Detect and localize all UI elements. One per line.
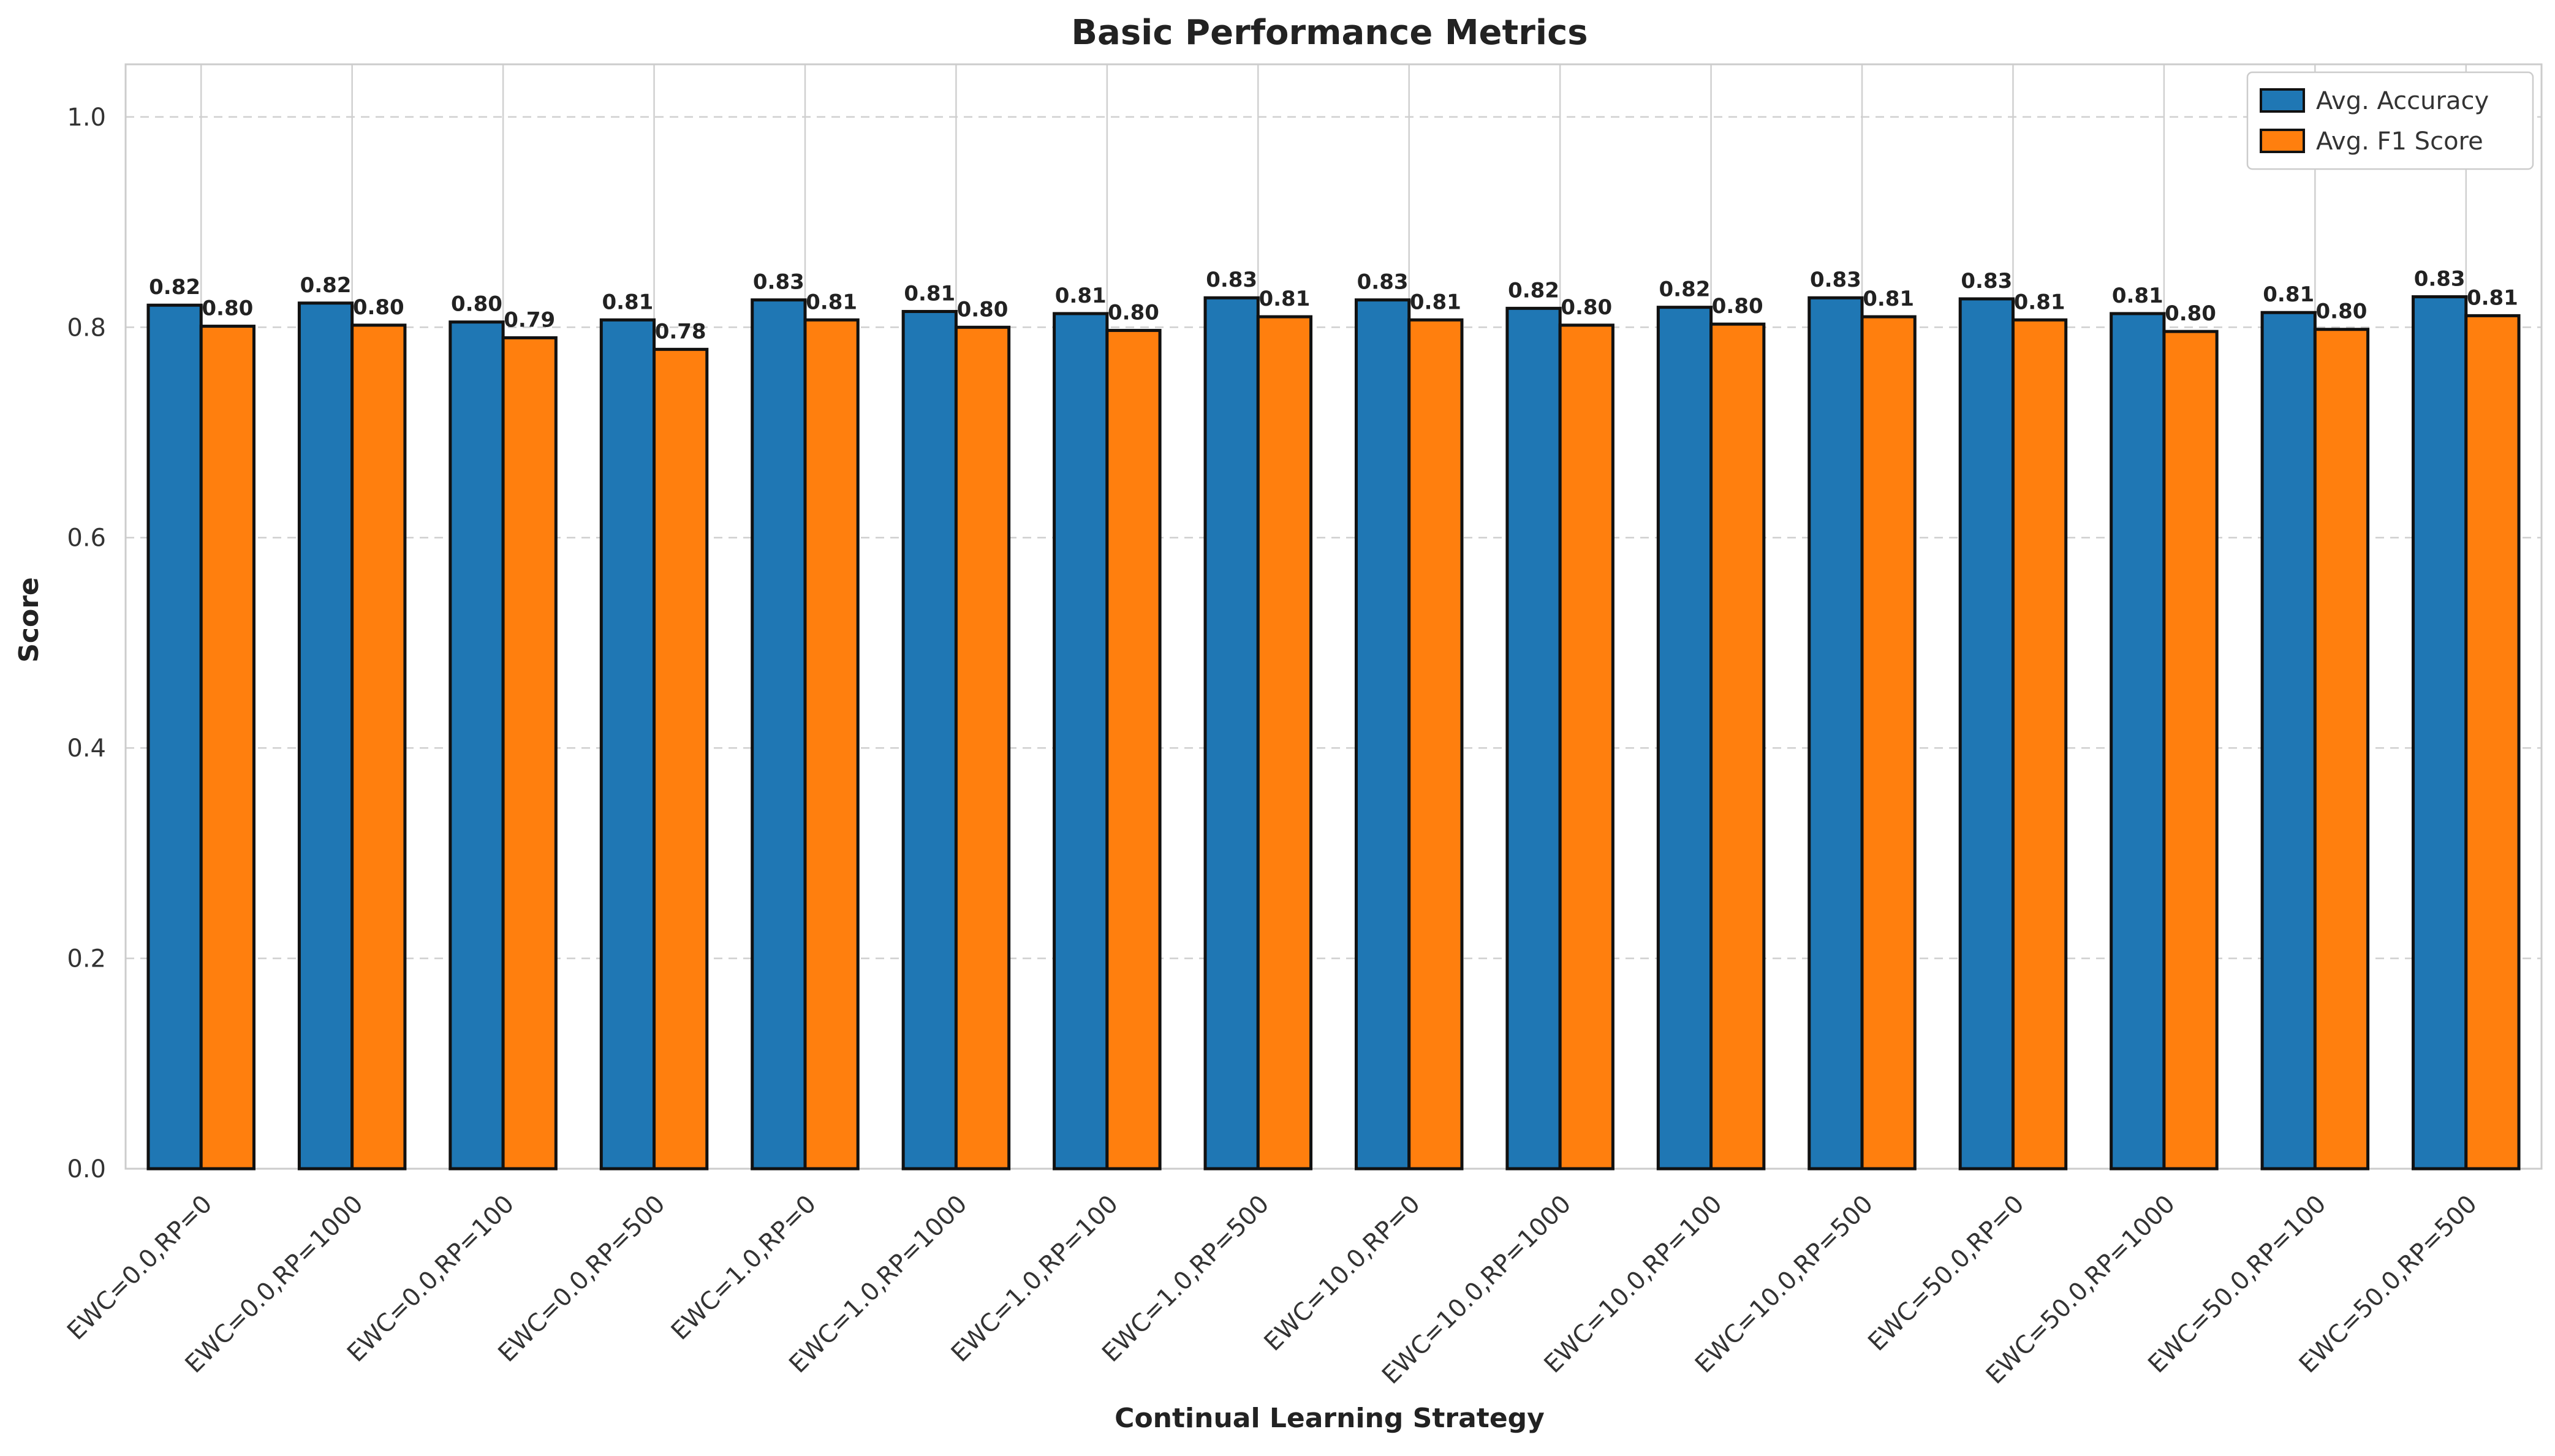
y-axis-label: Score (13, 577, 45, 663)
legend-swatch (2260, 129, 2305, 153)
y-tick-label: 0.6 (67, 524, 106, 553)
bar-value-label: 0.83 (1810, 268, 1861, 292)
bar-f1-score (2011, 318, 2068, 1171)
bar-value-label: 0.80 (1108, 300, 1159, 325)
y-tick-label: 0.8 (67, 314, 106, 342)
bar-value-label: 0.81 (1410, 290, 1461, 314)
bar-value-label: 0.80 (2165, 301, 2216, 326)
y-tick-label: 0.4 (67, 734, 106, 763)
plot-area-frame (124, 63, 2543, 1170)
bar-value-label: 0.83 (2414, 266, 2466, 291)
bar-value-label: 0.80 (451, 292, 502, 317)
bar-value-label: 0.80 (2316, 300, 2368, 324)
bar-f1-score (653, 347, 709, 1171)
bar-value-label: 0.78 (655, 319, 706, 344)
bar-f1-score (1407, 318, 1464, 1171)
bar-f1-score (2313, 328, 2370, 1171)
bar-value-label: 0.83 (1961, 269, 2012, 293)
bars (146, 295, 2521, 1171)
legend-label: Avg. Accuracy (2316, 87, 2489, 115)
bar-f1-score (1860, 315, 1917, 1171)
bar-accuracy (297, 301, 354, 1171)
legend-swatch (2260, 88, 2305, 113)
bar-value-label: 0.81 (2014, 290, 2065, 314)
bar-f1-score (1256, 315, 1313, 1171)
legend-label: Avg. F1 Score (2316, 127, 2483, 156)
bar-accuracy (1656, 306, 1713, 1171)
bar-value-label: 0.81 (602, 290, 653, 314)
bar-accuracy (146, 303, 203, 1171)
bar-accuracy (599, 318, 656, 1171)
bar-value-label: 0.81 (1259, 287, 1310, 311)
bar-accuracy (1203, 296, 1260, 1171)
bar-value-label: 0.81 (1055, 284, 1107, 308)
bar-accuracy (449, 320, 505, 1171)
bar-accuracy (1354, 298, 1411, 1171)
bar-value-label: 0.82 (149, 275, 200, 300)
bar-value-label: 0.80 (1712, 294, 1763, 319)
bar-value-label: 0.81 (1863, 287, 1914, 311)
bar-f1-score (1709, 322, 1766, 1171)
bar-accuracy (901, 310, 958, 1171)
bar-value-label: 0.82 (1508, 278, 1559, 303)
bar-value-label: 0.81 (2467, 285, 2518, 310)
bar-value-label: 0.82 (1659, 277, 1711, 302)
bar-accuracy (2110, 312, 2166, 1171)
bar-accuracy (2260, 311, 2317, 1171)
bar-f1-score (1558, 323, 1614, 1171)
data-labels: 0.82 0.820.80 0.810.83 0.81 0.810.83 0.83 0.82… (149, 266, 2518, 344)
bar-f1-score (501, 336, 558, 1171)
bar-f1-score (350, 323, 407, 1171)
legend: Avg. Accuracy Avg. F1 Score (2246, 71, 2534, 170)
x-axis-label: Continual Learning Strategy (1115, 1403, 1545, 1434)
bar-value-label: 0.80 (957, 297, 1009, 322)
bar-value-label: 0.80 (353, 295, 404, 320)
bar-value-label: 0.80 (1561, 295, 1612, 320)
bar-value-label: 0.81 (806, 290, 857, 314)
bar-value-label: 0.82 (300, 273, 352, 298)
bar-value-label: 0.79 (504, 307, 555, 332)
bar-value-label: 0.81 (2263, 282, 2314, 307)
bar-f1-score (954, 325, 1011, 1171)
bar-f1-score (1105, 328, 1162, 1171)
bar-value-label: 0.83 (753, 270, 804, 295)
bar-accuracy (1807, 296, 1864, 1171)
bar-value-label: 0.80 (202, 296, 253, 321)
bar-accuracy (751, 298, 807, 1171)
y-axis-ticks: 0.0 0.2 0.4 0.6 0.8 1.0 (67, 104, 106, 1183)
bar-value-label: 0.83 (1206, 268, 1257, 292)
bar-accuracy (1053, 312, 1109, 1171)
legend-box (2246, 71, 2534, 170)
bar-f1-score (199, 325, 255, 1171)
chart-title: Basic Performance Metrics (1071, 13, 1588, 53)
bar-f1-score (2464, 314, 2521, 1171)
bar-value-label: 0.81 (904, 282, 955, 306)
bar-accuracy (2412, 295, 2468, 1171)
bar-accuracy (1505, 306, 1562, 1171)
bar-f1-score (803, 318, 860, 1171)
y-tick-label: 0.0 (67, 1155, 106, 1183)
bar-value-label: 0.81 (2112, 284, 2163, 308)
y-tick-label: 1.0 (67, 104, 106, 132)
y-tick-label: 0.2 (67, 945, 106, 973)
bar-accuracy (1958, 297, 2015, 1171)
bar-f1-score (2162, 330, 2219, 1171)
bar-value-label: 0.83 (1357, 270, 1409, 295)
